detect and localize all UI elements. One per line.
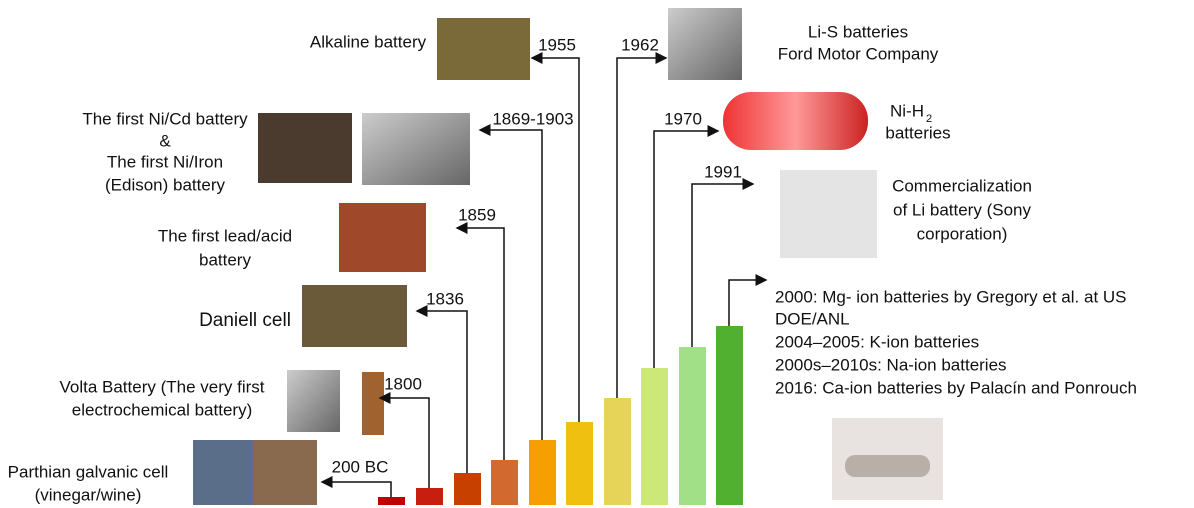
year: 1800 <box>384 374 422 393</box>
photo <box>287 370 340 432</box>
label: The first Ni/Cd battery <box>82 109 248 128</box>
label: Ford Motor Company <box>778 44 939 63</box>
photo <box>723 92 868 150</box>
photo <box>780 170 877 258</box>
bar <box>641 368 668 505</box>
bars <box>378 326 743 505</box>
bar <box>679 347 706 505</box>
label: (Edison) battery <box>105 175 225 194</box>
label: of Li battery (Sony <box>893 200 1031 219</box>
label: Li-S batteries <box>808 22 908 41</box>
photo <box>845 455 930 477</box>
photo <box>362 372 384 435</box>
bar <box>716 326 743 505</box>
timeline: 200 BC 1800 1836 1859 1869-1903 1955 196… <box>0 0 1194 508</box>
bar <box>566 422 593 505</box>
bar <box>378 497 405 505</box>
photo <box>258 113 352 183</box>
label: Commercialization <box>892 176 1032 195</box>
year: 1970 <box>664 109 702 128</box>
arrow <box>480 130 542 440</box>
arrow <box>457 228 504 460</box>
label: battery <box>199 250 251 269</box>
bar <box>491 460 518 505</box>
label: batteries <box>885 123 950 142</box>
arrow <box>692 184 753 347</box>
label: 2016: Ca-ion batteries by Palacín and Po… <box>775 378 1137 397</box>
photo <box>362 113 470 185</box>
label: The first lead/acid <box>158 226 292 245</box>
arrow <box>417 311 467 473</box>
label: DOE/ANL <box>775 309 850 328</box>
year: 1836 <box>426 289 464 308</box>
arrow <box>729 280 766 326</box>
photo <box>668 8 742 80</box>
arrow <box>617 58 666 398</box>
label: Alkaline battery <box>310 32 427 51</box>
bar <box>529 440 556 505</box>
label: The first Ni/Iron <box>107 152 223 171</box>
label: corporation) <box>917 224 1008 243</box>
year: 200 BC <box>332 457 389 476</box>
bar <box>454 473 481 505</box>
label: & <box>159 131 171 150</box>
label: (vinegar/wine) <box>35 485 142 504</box>
label: Daniell cell <box>199 310 291 331</box>
bar <box>604 398 631 505</box>
photo <box>302 285 407 347</box>
label: Volta Battery (The very first <box>59 377 264 396</box>
year: 1962 <box>621 35 659 54</box>
label: 2004–2005: K-ion batteries <box>775 332 979 351</box>
year: 1859 <box>458 205 496 224</box>
photo <box>253 440 317 505</box>
photo <box>193 440 253 505</box>
bar <box>416 488 443 505</box>
year: 1869-1903 <box>492 109 573 128</box>
label: 2000: Mg- ion batteries by Gregory et al… <box>775 287 1127 306</box>
photo <box>339 203 426 272</box>
year: 1991 <box>704 162 742 181</box>
label: electrochemical battery) <box>72 400 252 419</box>
arrow <box>322 482 391 497</box>
label: 2000s–2010s: Na-ion batteries <box>775 355 1007 374</box>
year: 1955 <box>538 35 576 54</box>
label: Parthian galvanic cell <box>8 462 169 481</box>
photo <box>437 18 530 80</box>
label: Ni-H <box>890 101 924 120</box>
